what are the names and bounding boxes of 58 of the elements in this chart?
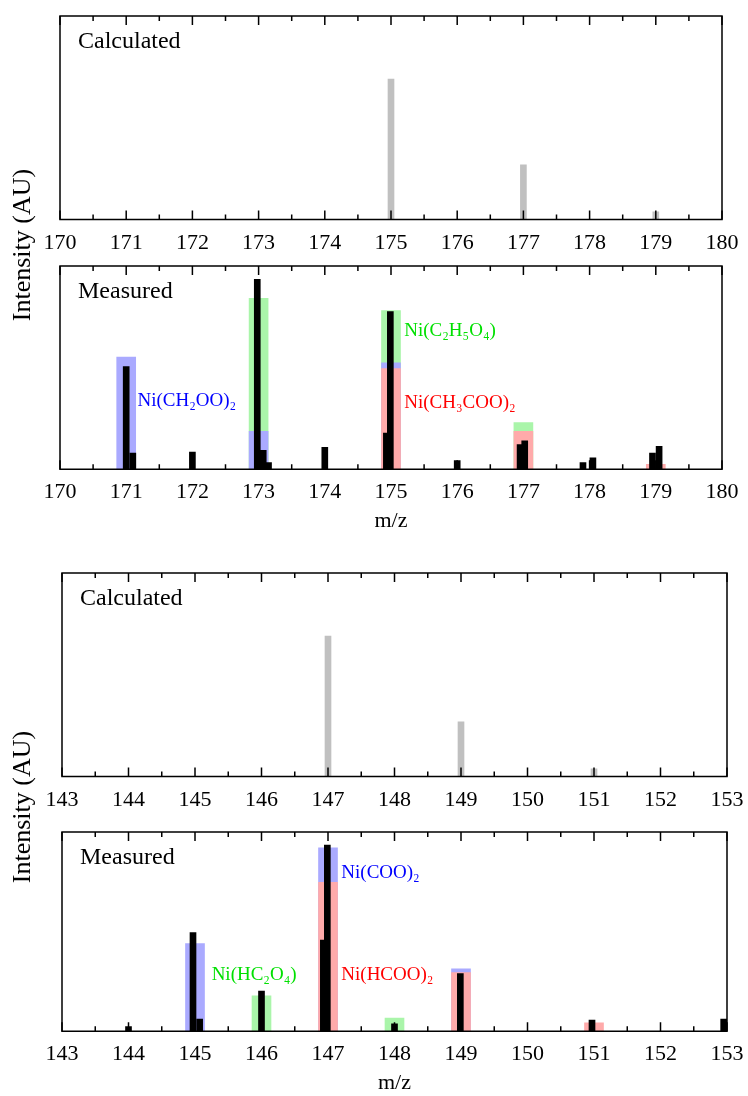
y-axis-title: Intensity (AU) — [7, 167, 37, 324]
x-tick-label: 145 — [178, 785, 212, 811]
x-tick-label: 149 — [444, 1040, 478, 1066]
x-tick-label: 175 — [374, 228, 408, 254]
x-tick-label: 180 — [705, 478, 739, 504]
x-tick-label: 144 — [112, 785, 145, 811]
x-tick-label: 151 — [577, 785, 611, 811]
x-tick-label: 146 — [245, 785, 278, 811]
x-tick-label: 173 — [242, 228, 276, 254]
x-tick-label: 172 — [175, 478, 209, 504]
x-tick-label: 176 — [440, 228, 474, 254]
x-tick-label: 153 — [710, 1040, 744, 1066]
x-tick-label: 143 — [45, 1040, 79, 1066]
x-tick-label: 147 — [311, 1040, 345, 1066]
series-label: Ni(COO)₂ — [341, 860, 420, 883]
series-label: Ni(C₂H₅O₄) — [404, 318, 496, 341]
x-tick-label: 172 — [175, 228, 209, 254]
x-tick-label: 179 — [639, 228, 673, 254]
x-tick-label: 152 — [644, 1040, 677, 1066]
x-tick-label: 175 — [374, 478, 408, 504]
chart-title: Calculated — [78, 27, 181, 53]
x-tick-label: 176 — [440, 478, 474, 504]
x-tick-label: 178 — [573, 478, 607, 504]
x-tick-label: 177 — [506, 228, 540, 254]
x-tick-label: 151 — [577, 1040, 611, 1066]
x-tick-label: 148 — [378, 785, 411, 811]
x-tick-label: 149 — [444, 785, 478, 811]
x-tick-label: 171 — [109, 478, 143, 504]
x-tick-label: 144 — [112, 1040, 145, 1066]
chart-title: Measured — [78, 277, 173, 303]
x-tick-label: 177 — [506, 478, 540, 504]
series-label: Ni(HCOO)₂ — [341, 963, 434, 986]
y-axis-title: Intensity (AU) — [7, 729, 37, 886]
x-tick-label: 174 — [308, 478, 342, 504]
x-tick-label: 145 — [178, 1040, 212, 1066]
series-label: Ni(CH₃COO)₂ — [404, 390, 516, 413]
x-tick-label: 143 — [45, 785, 79, 811]
x-tick-label: 152 — [644, 785, 677, 811]
x-tick-label: 153 — [710, 785, 744, 811]
x-tick-label: 180 — [705, 228, 739, 254]
x-axis-title: m/z — [378, 1068, 412, 1094]
series-label: Ni(CH₂OO)₂ — [137, 388, 237, 411]
chart-title: Measured — [80, 843, 175, 869]
x-tick-label: 174 — [308, 228, 342, 254]
x-tick-label: 173 — [242, 478, 276, 504]
x-tick-label: 150 — [511, 1040, 544, 1066]
x-tick-label: 179 — [639, 478, 673, 504]
x-tick-label: 170 — [43, 228, 77, 254]
x-tick-label: 148 — [378, 1040, 411, 1066]
x-tick-label: 171 — [109, 228, 143, 254]
chart-title: Calculated — [80, 584, 183, 610]
x-tick-label: 147 — [311, 785, 345, 811]
x-tick-label: 178 — [573, 228, 607, 254]
x-tick-label: 170 — [43, 478, 77, 504]
x-tick-label: 146 — [245, 1040, 278, 1066]
x-axis-title: m/z — [374, 506, 408, 532]
x-tick-label: 150 — [511, 785, 544, 811]
series-label: Ni(HC₂O₄) — [211, 963, 297, 986]
